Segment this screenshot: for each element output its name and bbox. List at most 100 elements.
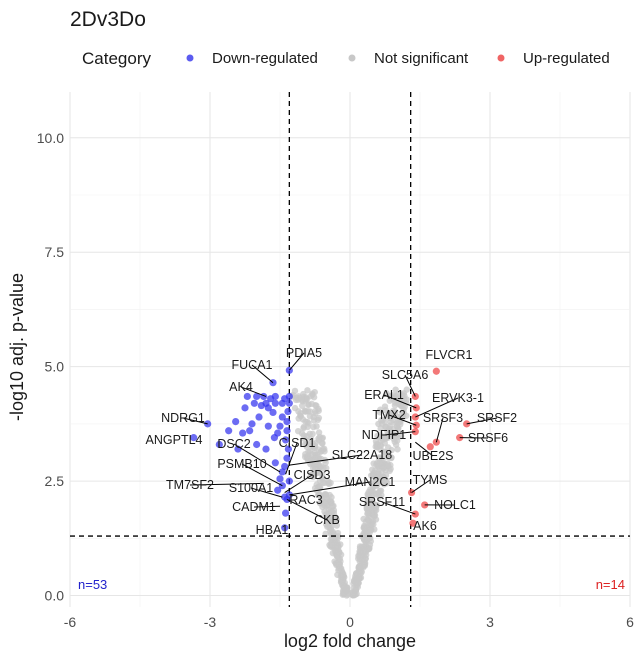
point-down-regulated: [278, 399, 286, 407]
gene-label: UBE2S: [413, 449, 454, 463]
point-down-regulated: [241, 404, 249, 412]
point-up-regulated: [426, 443, 434, 451]
point-down-regulated: [281, 524, 289, 532]
legend: Category Down-regulated Not significant …: [82, 49, 610, 68]
point-not-significant: [368, 493, 376, 500]
gene-label: FUCA1: [232, 358, 273, 372]
x-tick-label: 3: [486, 614, 494, 630]
grid: [69, 92, 631, 607]
point-not-significant: [330, 507, 338, 514]
point-down-regulated: [248, 420, 256, 428]
point-not-significant: [317, 494, 325, 502]
chart-title: 2Dv3Do: [70, 8, 146, 31]
point-not-significant: [298, 396, 306, 404]
leader-line: [289, 481, 371, 496]
point-not-significant: [398, 411, 406, 418]
leader-line: [404, 374, 416, 397]
leader-line: [381, 501, 416, 515]
gene-label: AK4: [229, 380, 253, 394]
point-down-regulated: [267, 395, 275, 403]
y-axis-title: -log10 adj. p-value: [7, 273, 27, 421]
point-not-significant: [322, 459, 329, 466]
point-not-significant: [379, 474, 386, 481]
leader-line: [253, 505, 281, 508]
point-not-significant: [309, 440, 316, 447]
point-down-regulated: [284, 407, 292, 416]
point-not-significant: [320, 464, 327, 472]
point-not-significant: [313, 461, 321, 468]
point-down-regulated: [270, 434, 278, 442]
point-down-regulated: [257, 401, 265, 410]
point-not-significant: [394, 419, 401, 426]
legend-label-up: Up-regulated: [523, 50, 610, 67]
point-down-regulated: [285, 477, 293, 485]
point-not-significant: [354, 579, 362, 586]
point-not-significant: [329, 542, 336, 549]
point-down-regulated: [232, 418, 240, 426]
point-not-significant: [367, 538, 375, 545]
point-down-regulated: [260, 392, 268, 401]
gene-label: CISD1: [279, 436, 316, 450]
leader-line: [289, 454, 363, 466]
point-down-regulated: [276, 475, 284, 483]
y-tick-label: 7.5: [45, 244, 65, 260]
leader-line: [241, 463, 283, 487]
point-not-significant: [392, 386, 399, 393]
gene-label: SRSF6: [468, 431, 508, 445]
gene-label: NDRG1: [161, 411, 205, 425]
point-not-significant: [377, 487, 385, 494]
gene-label: AK6: [413, 519, 437, 533]
gene-label: FLVCR1: [425, 348, 472, 362]
y-tick-label: 2.5: [45, 473, 65, 489]
point-not-significant: [306, 412, 314, 420]
point-not-significant: [342, 586, 349, 594]
label-leader-lines: [182, 352, 498, 521]
leader-line: [288, 352, 305, 371]
point-not-significant: [382, 406, 389, 414]
point-not-significant: [355, 563, 363, 570]
point-not-significant: [323, 511, 331, 518]
gene-label: PSMB10: [217, 457, 266, 471]
significant-points: [190, 366, 471, 532]
point-not-significant: [328, 498, 335, 506]
gene-label: SRSF11: [359, 495, 405, 509]
x-axis-title: log2 fold change: [284, 631, 416, 651]
point-down-regulated: [253, 392, 261, 401]
point-not-significant: [373, 444, 381, 451]
point-not-significant: [360, 562, 368, 569]
y-tick-label: 10.0: [37, 130, 64, 146]
point-down-regulated: [215, 440, 223, 449]
point-not-significant: [376, 459, 383, 466]
gene-label: DSC2: [217, 437, 250, 451]
gene-label: ANGPTL4: [146, 433, 203, 447]
point-down-regulated: [283, 427, 291, 435]
point-down-regulated: [282, 436, 290, 444]
point-not-significant: [350, 584, 357, 592]
point-down-regulated: [278, 468, 286, 476]
point-not-significant: [316, 483, 324, 491]
leader-line: [388, 414, 417, 426]
point-not-significant: [376, 409, 383, 416]
point-not-significant: [297, 410, 304, 417]
point-not-significant: [397, 432, 405, 440]
point-down-regulated: [285, 399, 293, 407]
point-up-regulated: [432, 367, 440, 375]
point-not-significant: [383, 423, 390, 431]
point-not-significant: [391, 402, 399, 409]
gene-label: ERAL1: [364, 388, 404, 402]
point-not-significant: [329, 531, 336, 539]
point-not-significant: [368, 521, 375, 528]
point-not-significant: [351, 592, 358, 599]
point-down-regulated: [282, 509, 290, 517]
point-not-significant: [306, 408, 314, 415]
gene-label: SRSF2: [477, 411, 517, 425]
point-down-regulated: [283, 418, 291, 426]
point-not-significant: [315, 429, 323, 436]
point-not-significant: [318, 447, 325, 455]
point-not-significant: [388, 454, 395, 461]
point-not-significant: [363, 503, 371, 510]
gene-labels: PDIA5 FUCA1 AK4 NDRG1 ANGPTL4 DSC2 CISD1 SLC22A…: [146, 346, 518, 537]
point-not-significant: [377, 417, 385, 424]
point-down-regulated: [243, 392, 251, 401]
